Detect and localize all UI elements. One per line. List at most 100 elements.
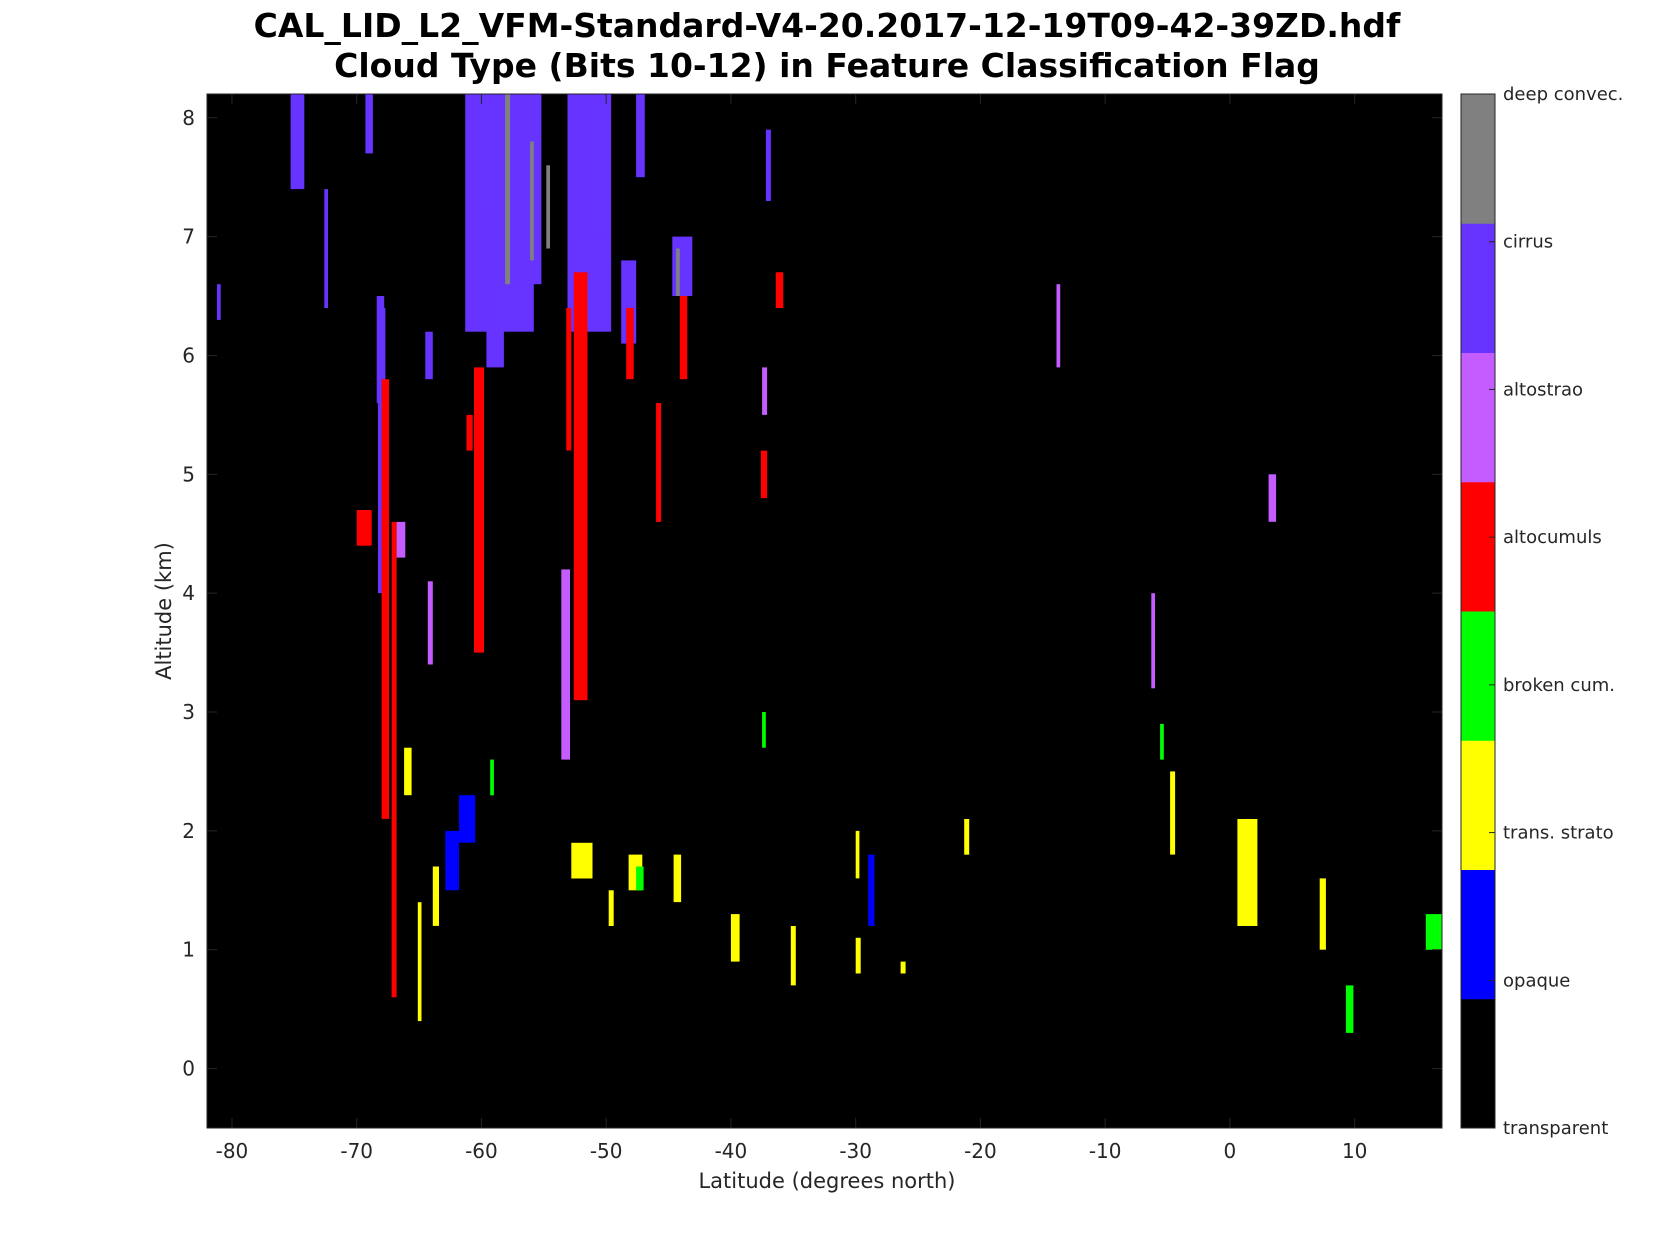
feature-cirrus-13: [636, 94, 645, 178]
feature-altocumuls-26: [566, 307, 572, 451]
x-tick-label: -50: [590, 1139, 623, 1163]
colorbar-label: altostrao: [1503, 379, 1583, 400]
feature-altostrao-32: [396, 521, 406, 558]
feature-altocumuls-24: [474, 367, 484, 653]
feature-altocumuls-23: [466, 414, 473, 451]
x-tick-label: 0: [1224, 1139, 1237, 1163]
feature-altostrao-38: [1151, 593, 1155, 689]
feature-broken-cum-63: [1160, 723, 1164, 760]
colorbar-label: opaque: [1503, 970, 1570, 991]
feature-opaque-39: [445, 830, 459, 891]
x-tick-label: -20: [964, 1139, 997, 1163]
feature-altocumuls-25: [573, 272, 588, 701]
feature-altostrao-37: [1268, 474, 1277, 522]
feature-altocumuls-29: [679, 296, 688, 380]
colorbar-label: broken cum.: [1503, 675, 1615, 696]
feature-altocumuls-28: [656, 403, 662, 522]
x-tick-label: -70: [340, 1139, 373, 1163]
colorbar-swatch: [1461, 611, 1495, 741]
x-tick-label: -60: [465, 1139, 498, 1163]
y-tick-label: 7: [182, 225, 195, 249]
feature-trans-strato-55: [1237, 819, 1258, 926]
feature-altostrao-34: [561, 569, 570, 760]
y-tick-label: 4: [182, 581, 195, 605]
feature-altocumuls-31: [775, 272, 784, 308]
colorbar-swatch: [1461, 481, 1495, 612]
colorbar-swatch: [1461, 223, 1495, 353]
x-axis-label: Latitude (degrees north): [698, 1169, 955, 1193]
colorbar-label: deep convec.: [1503, 84, 1623, 105]
colorbar-label: cirrus: [1503, 232, 1553, 253]
feature-trans-strato-42: [404, 747, 412, 796]
feature-deep-convec-16: [505, 94, 511, 285]
feature-trans-strato-56: [1319, 878, 1326, 950]
feature-broken-cum-62: [1425, 914, 1442, 950]
feature-broken-cum-58: [636, 866, 644, 891]
colorbar-swatch: [1461, 998, 1495, 1129]
feature-trans-strato-48: [673, 854, 682, 903]
feature-broken-cum-60: [762, 712, 766, 748]
y-tick-label: 5: [182, 462, 195, 486]
feature-altocumuls-22: [391, 521, 397, 998]
feature-cirrus-0: [290, 94, 305, 190]
feature-altocumuls-20: [381, 379, 390, 819]
colorbar-swatch: [1461, 352, 1495, 483]
feature-cirrus-8: [486, 212, 504, 368]
feature-altostrao-35: [762, 367, 768, 415]
feature-trans-strato-44: [432, 866, 439, 926]
feature-deep-convec-17: [530, 141, 534, 261]
feature-trans-strato-49: [730, 914, 740, 962]
x-axis: -80 -70 -60 -50 -40 -30 -20 -10 0 10: [216, 94, 1367, 1163]
x-tick-label: -80: [216, 1139, 249, 1163]
y-axis: 0 1 2 3 4 5 6 7 8: [182, 93, 1443, 1129]
y-tick-label: 8: [182, 106, 195, 130]
colorbar-label: altocumuls: [1503, 527, 1602, 548]
feature-trans-strato-51: [855, 937, 861, 974]
colorbar-frame: [1460, 93, 1496, 1129]
feature-trans-strato-52: [855, 830, 860, 879]
feature-cirrus-1: [324, 189, 328, 308]
y-tick-label: 2: [182, 819, 195, 843]
feature-trans-strato-53: [900, 961, 906, 974]
feature-deep-convec-18: [546, 165, 550, 249]
x-tick-label: -40: [715, 1139, 748, 1163]
feature-altostrao-33: [427, 581, 433, 665]
colorbar-label: trans. strato: [1503, 823, 1614, 844]
y-tick-label: 1: [182, 938, 195, 962]
feature-broken-cum-61: [1345, 985, 1354, 1033]
feature-cirrus-5: [425, 331, 433, 380]
colorbar-label: transparent: [1503, 1118, 1608, 1139]
feature-deep-convec-19: [676, 248, 680, 296]
feature-opaque-40: [459, 795, 476, 843]
feature-cirrus-14: [672, 236, 693, 296]
y-tick-label: 3: [182, 700, 195, 724]
colorbar-swatch: [1461, 740, 1495, 870]
colorbar: transparent opaque trans. strato broken cum…: [1460, 84, 1623, 1139]
feature-cirrus-2: [365, 94, 373, 154]
feature-cirrus-11: [583, 94, 603, 237]
cloud-features: [217, 94, 1442, 1033]
colorbar-swatch: [1461, 94, 1495, 224]
x-tick-label: 10: [1342, 1139, 1367, 1163]
y-axis-label: Altitude (km): [152, 542, 176, 680]
feature-altocumuls-21: [356, 510, 372, 546]
y-tick-label: 0: [182, 1057, 195, 1081]
feature-trans-strato-45: [571, 842, 593, 879]
plot-area: [207, 94, 1442, 1128]
feature-broken-cum-59: [490, 759, 494, 796]
x-tick-label: -10: [1089, 1139, 1122, 1163]
feature-trans-strato-50: [790, 926, 796, 986]
feature-opaque-41: [868, 854, 875, 926]
plot-frame: [206, 93, 1443, 1129]
colorbar-swatch: [1461, 869, 1495, 1000]
feature-cirrus-15: [765, 129, 771, 201]
feature-trans-strato-54: [964, 819, 970, 855]
feature-trans-strato-46: [608, 890, 614, 926]
feature-altostrao-36: [1056, 284, 1061, 368]
feature-cirrus-9: [526, 94, 542, 285]
feature-cirrus-6: [217, 284, 221, 320]
x-tick-label: -30: [839, 1139, 872, 1163]
y-tick-label: 6: [182, 343, 195, 367]
feature-trans-strato-43: [417, 902, 422, 1022]
